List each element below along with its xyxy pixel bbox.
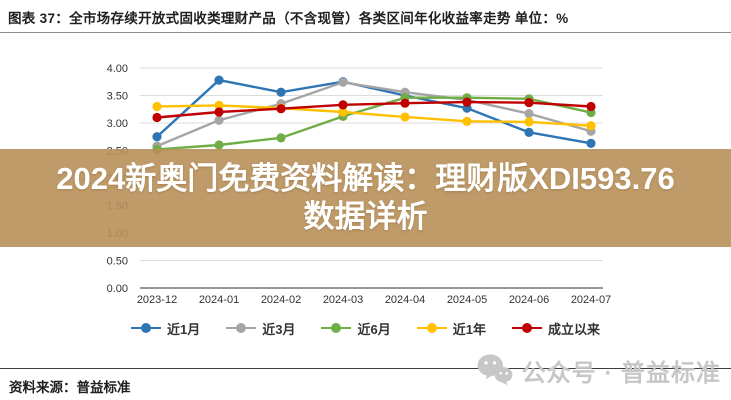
legend-label: 成立以来: [547, 321, 600, 337]
series-line-近3月: [156, 81, 592, 148]
legend-marker-dot-icon: [331, 323, 342, 334]
data-point-成立以来-2024-01: [214, 107, 224, 117]
legend-item-近3月: 近3月: [226, 319, 295, 338]
publisher-watermark: 公众号 · 普益标准: [476, 348, 721, 392]
legend-marker-icon: [321, 323, 352, 334]
data-point-近1年-2023-12: [152, 101, 162, 112]
data-point-近1年-2024-06: [524, 117, 534, 127]
data-point-近3月-2024-03: [338, 77, 348, 87]
legend-label: 近3月: [262, 321, 296, 337]
data-point-成立以来-2024-05: [462, 97, 472, 107]
data-point-成立以来-2023-12: [152, 112, 162, 123]
chart-title: 图表 37：全市场存续开放式固收类理财产品（不含现管）各类区间年化收益率走势 单…: [8, 11, 569, 26]
y-tick-label: 3.00: [107, 118, 128, 130]
legend-marker-dot-icon: [521, 323, 532, 334]
series-line-近1年: [156, 104, 592, 127]
data-point-近1年-2024-01: [214, 100, 224, 110]
legend-label: 近6月: [357, 321, 391, 337]
x-tick-label: 2024-04: [385, 294, 425, 306]
data-point-近1月-2024-06: [524, 127, 534, 137]
legend-item-近1年: 近1年: [416, 319, 486, 338]
banner-text-line1: 2024新奥门免费资料解读：理财版XDI593.76: [56, 161, 675, 197]
legend-item-成立以来: 成立以来: [511, 319, 600, 338]
legend-marker-dot-icon: [236, 323, 247, 334]
x-tick-label: 2024-02: [261, 294, 301, 306]
x-tick-label: 2024-05: [447, 294, 487, 306]
data-point-近1年-2024-04: [400, 112, 410, 122]
data-point-近1月-2023-12: [152, 132, 162, 142]
data-point-成立以来-2024-03: [338, 100, 348, 110]
x-tick-label: 2024-07: [571, 294, 611, 306]
y-tick-label: 3.50: [107, 91, 128, 103]
x-tick-label: 2024-06: [509, 294, 549, 306]
legend-marker-icon: [416, 323, 447, 334]
data-point-近1月-2024-02: [276, 87, 286, 97]
legend-marker-icon: [131, 323, 162, 334]
chart-header: 图表 37：全市场存续开放式固收类理财产品（不含现管）各类区间年化收益率走势 单…: [0, 0, 731, 33]
wechat-icon: [477, 354, 513, 386]
series-line-成立以来: [156, 100, 592, 119]
data-point-近6月-2024-02: [276, 133, 286, 143]
footer-divider: [0, 368, 731, 369]
banner-text-line2: 数据详析: [303, 199, 428, 234]
legend-label: 近1月: [167, 321, 201, 337]
legend-marker-dot-icon: [426, 323, 437, 334]
watermark-text: 公众号 · 普益标准: [521, 359, 721, 387]
data-point-近1年-2024-03: [338, 107, 348, 117]
series-line-近1月: [156, 78, 592, 145]
data-point-成立以来-2024-07: [586, 101, 596, 112]
overlay-banner: 2024新奥门免费资料解读：理财版XDI593.76 数据详析: [0, 149, 731, 247]
data-point-近1月-2024-01: [214, 75, 224, 85]
y-tick-label: 0.00: [107, 283, 128, 295]
legend-item-近1月: 近1月: [131, 319, 200, 338]
data-point-成立以来-2024-06: [524, 98, 534, 108]
data-point-近1年-2024-07: [586, 121, 596, 131]
legend-marker-icon: [511, 323, 542, 334]
data-point-近3月-2024-01: [214, 115, 224, 125]
data-point-近6月-2024-01: [214, 140, 224, 150]
x-tick-label: 2023-12: [137, 294, 177, 306]
data-point-成立以来-2024-02: [276, 104, 286, 114]
x-tick-label: 2024-03: [323, 294, 363, 306]
data-source-label: 资料来源：普益标准: [9, 380, 131, 395]
y-tick-label: 0.50: [107, 256, 128, 268]
legend-item-近6月: 近6月: [321, 319, 391, 338]
data-point-近3月-2024-06: [524, 109, 534, 119]
series-line-近6月: [156, 96, 592, 151]
data-point-近1年-2024-05: [462, 116, 472, 126]
legend-marker-dot-icon: [141, 323, 152, 334]
data-point-近1月-2024-07: [586, 138, 596, 148]
chart-legend: 近1月 近3月 近6月 近1年 成立以来: [0, 316, 731, 340]
x-tick-label: 2024-01: [199, 294, 239, 306]
data-point-成立以来-2024-04: [400, 98, 410, 108]
legend-label: 近1年: [452, 321, 486, 337]
legend-marker-icon: [226, 323, 257, 334]
y-tick-label: 4.00: [107, 63, 128, 75]
